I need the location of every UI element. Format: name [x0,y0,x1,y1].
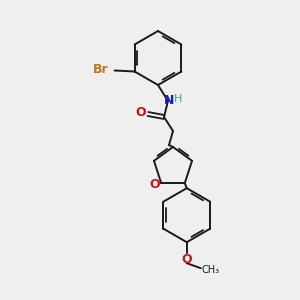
Text: O: O [149,178,160,191]
Text: O: O [136,106,146,119]
Text: Br: Br [93,63,108,76]
Text: O: O [182,253,192,266]
Text: N: N [164,94,174,107]
Text: CH₃: CH₃ [202,265,220,275]
Text: H: H [174,94,182,104]
